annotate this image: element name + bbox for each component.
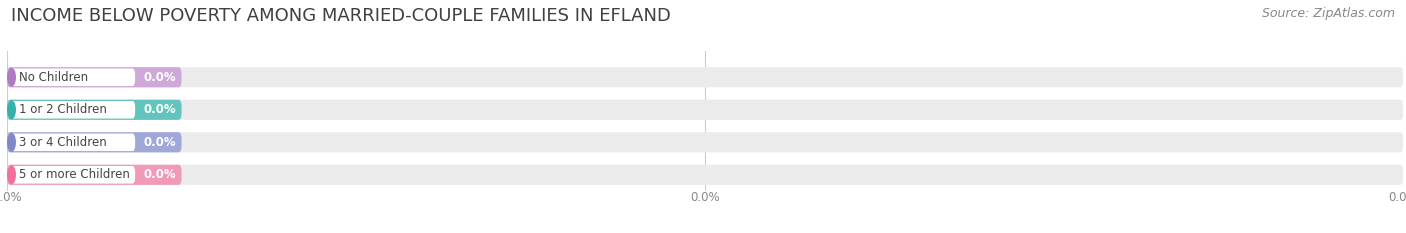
FancyBboxPatch shape <box>7 132 181 152</box>
Circle shape <box>7 166 15 184</box>
FancyBboxPatch shape <box>7 166 135 184</box>
Text: 3 or 4 Children: 3 or 4 Children <box>20 136 107 149</box>
Circle shape <box>7 101 15 119</box>
Text: 5 or more Children: 5 or more Children <box>20 168 131 181</box>
Text: 0.0%: 0.0% <box>690 191 720 204</box>
Circle shape <box>7 134 15 151</box>
FancyBboxPatch shape <box>7 100 1403 120</box>
Text: 0.0%: 0.0% <box>143 136 176 149</box>
Text: No Children: No Children <box>20 71 89 84</box>
FancyBboxPatch shape <box>7 67 181 87</box>
FancyBboxPatch shape <box>7 69 135 86</box>
FancyBboxPatch shape <box>7 132 1403 152</box>
Text: 0.0%: 0.0% <box>143 71 176 84</box>
FancyBboxPatch shape <box>7 165 1403 185</box>
FancyBboxPatch shape <box>7 165 181 185</box>
Text: 0.0%: 0.0% <box>1388 191 1406 204</box>
FancyBboxPatch shape <box>7 100 181 120</box>
Circle shape <box>7 69 15 86</box>
Text: Source: ZipAtlas.com: Source: ZipAtlas.com <box>1261 7 1395 20</box>
Text: 1 or 2 Children: 1 or 2 Children <box>20 103 107 116</box>
Text: 0.0%: 0.0% <box>143 103 176 116</box>
FancyBboxPatch shape <box>7 101 135 119</box>
FancyBboxPatch shape <box>7 67 1403 87</box>
Text: 0.0%: 0.0% <box>143 168 176 181</box>
FancyBboxPatch shape <box>7 134 135 151</box>
Text: 0.0%: 0.0% <box>0 191 22 204</box>
Text: INCOME BELOW POVERTY AMONG MARRIED-COUPLE FAMILIES IN EFLAND: INCOME BELOW POVERTY AMONG MARRIED-COUPL… <box>11 7 671 25</box>
